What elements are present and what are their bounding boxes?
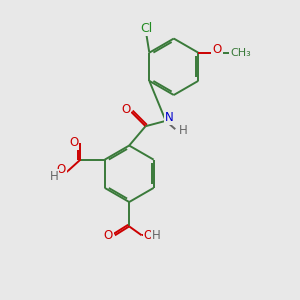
Text: N: N: [165, 111, 174, 124]
Text: CH₃: CH₃: [230, 48, 251, 58]
Text: Cl: Cl: [140, 22, 152, 35]
Text: O: O: [69, 136, 79, 149]
Text: H: H: [50, 170, 58, 183]
Text: O: O: [57, 163, 66, 176]
Text: O: O: [144, 229, 153, 242]
Text: O: O: [212, 43, 222, 56]
Text: H: H: [152, 229, 161, 242]
Text: O: O: [121, 103, 130, 116]
Text: H: H: [179, 124, 188, 137]
Text: O: O: [104, 229, 113, 242]
